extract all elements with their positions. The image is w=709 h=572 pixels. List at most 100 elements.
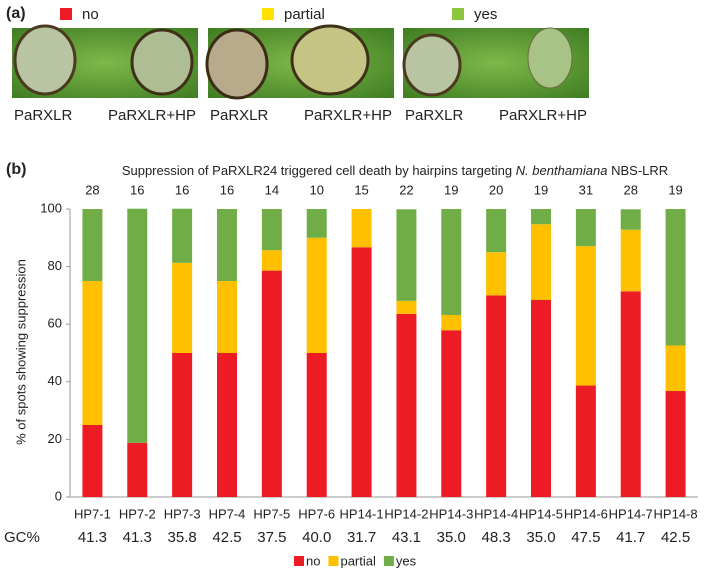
bar-segment (441, 330, 462, 497)
bar-segment (620, 209, 641, 230)
bar-segment (261, 209, 282, 251)
bar-segment (351, 209, 372, 248)
photo-label: PaRXLR (405, 107, 464, 124)
x-tick-label: HP7-6 (298, 506, 335, 521)
bar-segment (531, 224, 551, 301)
legend-label: partial (284, 6, 325, 23)
count-label: 16 (175, 182, 189, 197)
legend-label: partial (340, 553, 376, 568)
count-label: 16 (220, 182, 234, 197)
bar-segment (351, 247, 372, 497)
gc-value: 41.7 (616, 529, 645, 546)
bar-segment (306, 237, 327, 353)
bar-segment (396, 313, 417, 497)
count-label: 19 (534, 182, 548, 197)
count-label: 20 (489, 182, 503, 197)
photo (402, 27, 589, 98)
bar-segment (665, 391, 686, 497)
count-label: 22 (399, 182, 413, 197)
x-tick-label: HP7-5 (253, 506, 290, 521)
gc-label: GC% (4, 529, 40, 546)
x-tick-label: HP14-4 (474, 506, 518, 521)
legend-swatch (328, 556, 339, 566)
legend-swatch (383, 556, 394, 566)
bar-segment (486, 209, 507, 253)
y-tick-label: 0 (55, 488, 62, 503)
count-label: 28 (623, 182, 637, 197)
bar-segment (217, 281, 237, 353)
legend-label: no (82, 6, 99, 23)
title-part: Suppression of PaRXLR24 triggered cell d… (122, 163, 512, 178)
chart-title: Suppression of PaRXLR24 triggered cell d… (122, 163, 668, 178)
title-part: N. benthamiana (516, 163, 608, 178)
count-label: 15 (354, 182, 368, 197)
gc-value: 37.5 (257, 529, 286, 546)
bar-segment (261, 250, 282, 271)
count-label: 28 (85, 182, 99, 197)
count-label: 19 (668, 182, 682, 197)
count-label: 16 (130, 182, 144, 197)
gc-value: 41.3 (123, 529, 152, 546)
bar-segment (217, 209, 237, 281)
bar-segment (261, 270, 282, 497)
bar-segment (82, 281, 103, 425)
gc-value: 35.8 (168, 529, 197, 546)
legend-label: no (306, 553, 320, 568)
bar-segment (82, 425, 103, 497)
bar-segment (217, 353, 237, 497)
legend-swatch (452, 8, 464, 20)
count-label: 14 (265, 182, 279, 197)
bar-segment (531, 300, 551, 497)
gc-value: 35.0 (437, 529, 466, 546)
bar-segment (531, 209, 551, 225)
x-tick-label: HP14-7 (609, 506, 653, 521)
gc-value: 42.5 (661, 529, 690, 546)
x-tick-label: HP7-2 (119, 506, 156, 521)
bar-segment (396, 300, 417, 314)
legend-swatch (294, 556, 304, 566)
bar-segment (127, 442, 148, 497)
gc-value: 47.5 (571, 529, 600, 546)
photo-label: PaRXLR (14, 107, 73, 124)
bar-segment (575, 385, 596, 497)
y-tick-label: 40 (48, 373, 62, 388)
bar-segment (82, 209, 103, 281)
bar-segment (486, 295, 507, 497)
panel-label: (b) (6, 161, 26, 178)
legend-label: yes (474, 6, 497, 23)
bar-segment (172, 208, 193, 263)
bar-segment (665, 209, 686, 346)
y-axis-label: % of spots showing suppression (13, 259, 28, 445)
photo (205, 24, 394, 100)
x-tick-label: HP14-5 (519, 506, 563, 521)
photo-label: PaRXLR+HP (108, 107, 196, 124)
bar-segment (575, 209, 596, 247)
bar-segment (172, 353, 193, 497)
y-tick-label: 100 (40, 200, 62, 215)
photos (12, 24, 589, 100)
bar-segment (306, 209, 327, 238)
bar-segment (665, 345, 686, 392)
x-tick-label: HP14-1 (340, 506, 384, 521)
legend-label: yes (396, 553, 417, 568)
bar-segment (441, 314, 462, 331)
x-tick-label: HP7-3 (164, 506, 201, 521)
gc-value: 42.5 (212, 529, 241, 546)
x-tick-label: HP7-1 (74, 506, 111, 521)
bar-segment (441, 209, 462, 315)
bar-segment (620, 291, 641, 497)
x-tick-label: HP14-3 (429, 506, 473, 521)
bar-segment (127, 208, 148, 443)
legend-swatch (262, 8, 274, 20)
bar-segment (172, 262, 193, 353)
y-tick-label: 60 (48, 316, 62, 331)
panel-label: (a) (6, 5, 26, 22)
x-tick-label: HP14-6 (564, 506, 608, 521)
photo-label: PaRXLR+HP (499, 107, 587, 124)
gc-value: 31.7 (347, 529, 376, 546)
count-label: 19 (444, 182, 458, 197)
title-part: NBS-LRR (611, 163, 668, 178)
count-label: 31 (579, 182, 593, 197)
gc-value: 48.3 (482, 529, 511, 546)
